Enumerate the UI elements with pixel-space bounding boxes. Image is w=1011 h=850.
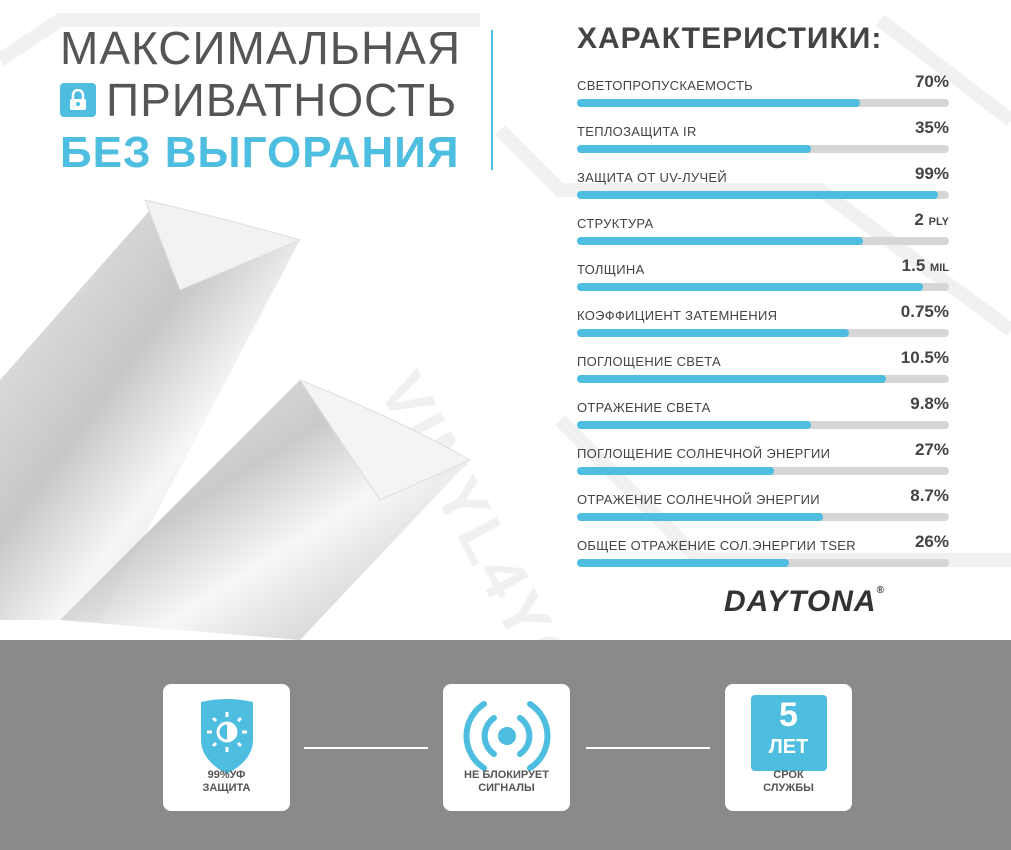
spec-bar-fill [577, 145, 812, 153]
feature-line-1: 99%УФ [207, 769, 246, 781]
headline-line-3: БЕЗ ВЫГОРАНИЯ [60, 128, 460, 177]
spec-bar-fill [577, 559, 790, 567]
spec-row: ОТРАЖЕНИЕ СВЕТА 9.8% [577, 386, 949, 432]
brand-logo: DAYTONA® [724, 585, 885, 618]
spec-row: СТРУКТУРА 2 PLY [577, 202, 949, 248]
spec-bar-track [577, 283, 949, 291]
feature-line-2: СИГНАЛЫ [478, 782, 535, 794]
headline-line-1: МАКСИМАЛЬНАЯ [60, 22, 462, 74]
connector-line [304, 747, 428, 749]
spec-value: 26% [914, 532, 949, 551]
spec-row: ПОГЛОЩЕНИЕ СОЛНЕЧНОЙ ЭНЕРГИИ 27% [577, 432, 949, 478]
years-badge-icon: 5 ЛЕТ [750, 695, 827, 771]
spec-bar-track [577, 145, 949, 153]
spec-row: ПОГЛОЩЕНИЕ СВЕТА 10.5% [577, 340, 949, 386]
specs-title: ХАРАКТЕРИСТИКИ: [577, 22, 883, 55]
shield-sun-icon [200, 699, 253, 774]
spec-value: 9.8% [910, 394, 949, 413]
spec-value: 27% [914, 440, 949, 459]
feature-card-signal: НЕ БЛОКИРУЕТ СИГНАЛЫ [443, 684, 570, 811]
spec-label: ОБЩЕЕ ОТРАЖЕНИЕ СОЛ.ЭНЕРГИИ TSER [577, 538, 856, 553]
spec-label: ПОГЛОЩЕНИЕ СВЕТА [577, 354, 721, 369]
spec-label: ПОГЛОЩЕНИЕ СОЛНЕЧНОЙ ЭНЕРГИИ [577, 446, 831, 461]
lock-icon [60, 83, 96, 117]
headline: МАКСИМАЛЬНАЯ ПРИВАТНОСТЬ БЕЗ ВЫГОРАНИЯ [60, 22, 480, 180]
specs-panel: ХАРАКТЕРИСТИКИ: СВЕТОПРОПУСКАЕМОСТЬ 70% … [577, 22, 949, 570]
spec-row: ТОЛЩИНА 1.5 MIL [577, 248, 949, 294]
spec-bar-track [577, 329, 949, 337]
spec-value: 2 PLY [914, 210, 949, 229]
hero-section: VINYL4YOU МАКСИМАЛЬНАЯ ПРИВАТНОСТЬ БЕЗ В… [0, 13, 1011, 640]
spec-bar-fill [577, 329, 849, 337]
spec-label: СТРУКТУРА [577, 216, 654, 231]
spec-bar-fill [577, 513, 823, 521]
spec-label: ТЕПЛОЗАЩИТА IR [577, 124, 697, 139]
feature-card-uv: 99%УФ ЗАЩИТА [163, 684, 290, 811]
features-section: 99%УФ ЗАЩИТА НЕ БЛОКИРУЕТ СИГНАЛЫ 5 ЛЕТ СР… [0, 640, 1011, 850]
spec-bar-fill [577, 283, 923, 291]
spec-label: ОТРАЖЕНИЕ СВЕТА [577, 400, 711, 415]
spec-value: 8.7% [910, 486, 949, 505]
feature-line-2: СЛУЖБЫ [763, 782, 814, 794]
spec-label: ОТРАЖЕНИЕ СОЛНЕЧНОЙ ЭНЕРГИИ [577, 492, 820, 507]
spec-bar-fill [577, 375, 886, 383]
headline-line-2: ПРИВАТНОСТЬ [106, 74, 458, 126]
divider [491, 30, 493, 170]
spec-bar-track [577, 467, 949, 475]
spec-label: ЗАЩИТА ОТ UV-ЛУЧЕЙ [577, 170, 728, 185]
spec-bar-track [577, 421, 949, 429]
spec-bar-track [577, 237, 949, 245]
spec-row: СВЕТОПРОПУСКАЕМОСТЬ 70% [577, 64, 949, 110]
signal-icon [463, 701, 550, 771]
film-rolls-image [0, 199, 472, 640]
spec-bar-fill [577, 467, 775, 475]
spec-row: ТЕПЛОЗАЩИТА IR 35% [577, 110, 949, 156]
feature-line-1: НЕ БЛОКИРУЕТ [464, 769, 549, 781]
spec-row: ЗАЩИТА ОТ UV-ЛУЧЕЙ 99% [577, 156, 949, 202]
spec-bar-track [577, 99, 949, 107]
spec-row: ОБЩЕЕ ОТРАЖЕНИЕ СОЛ.ЭНЕРГИИ TSER 26% [577, 524, 949, 570]
spec-bar-fill [577, 421, 812, 429]
spec-bar-track [577, 375, 949, 383]
spec-bar-track [577, 191, 949, 199]
spec-value: 0.75% [900, 302, 949, 321]
spec-row: ОТРАЖЕНИЕ СОЛНЕЧНОЙ ЭНЕРГИИ 8.7% [577, 478, 949, 524]
spec-value: 1.5 MIL [901, 256, 949, 275]
spec-value: 99% [914, 164, 949, 183]
spec-bar-fill [577, 99, 860, 107]
feature-card-lifetime: 5 ЛЕТ СРОК СЛУЖБЫ [725, 684, 852, 811]
spec-bar-track [577, 559, 949, 567]
spec-label: ТОЛЩИНА [577, 262, 645, 277]
spec-label: КОЭФФИЦИЕНТ ЗАТЕМНЕНИЯ [577, 308, 778, 323]
connector-line [586, 747, 710, 749]
spec-bar-fill [577, 237, 864, 245]
spec-value: 35% [914, 118, 949, 137]
spec-bar-track [577, 513, 949, 521]
feature-line-2: ЗАЩИТА [202, 782, 251, 794]
spec-bar-fill [577, 191, 938, 199]
feature-line-1: СРОК [773, 769, 804, 781]
spec-label: СВЕТОПРОПУСКАЕМОСТЬ [577, 78, 754, 93]
spec-value: 70% [914, 72, 949, 91]
spec-row: КОЭФФИЦИЕНТ ЗАТЕМНЕНИЯ 0.75% [577, 294, 949, 340]
spec-value: 10.5% [900, 348, 949, 367]
